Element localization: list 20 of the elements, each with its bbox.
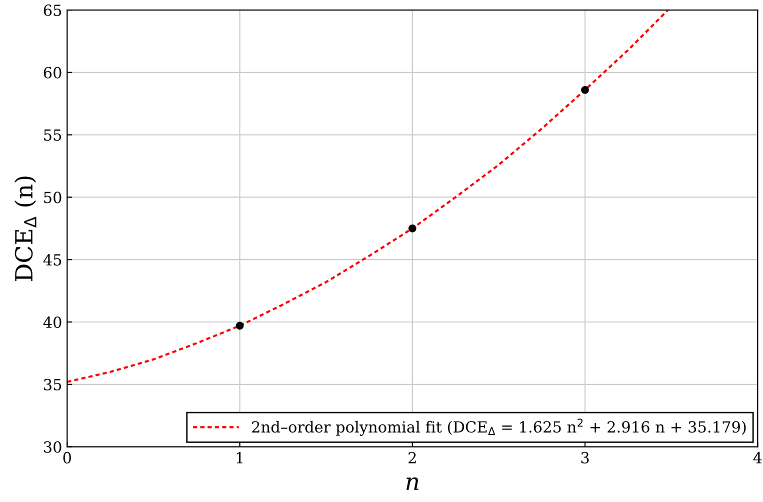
line-series (67, 10, 669, 383)
x-axis-title: n (406, 477, 418, 490)
point (236, 322, 244, 330)
y-tick-label: 55 (44, 129, 62, 141)
y-tick-label: 60 (44, 66, 62, 78)
point (408, 224, 416, 232)
x-tick-label: 2 (408, 452, 416, 464)
x-tick-label: 0 (63, 452, 71, 464)
y-tick-label: 40 (43, 316, 62, 328)
y-axis-title: DCE$_{Δ}$ (n) (14, 176, 36, 281)
point (581, 86, 589, 94)
x-tick-label: 4 (753, 452, 762, 464)
y-tick-label: 30 (44, 441, 62, 453)
y-tick-label: 65 (44, 4, 62, 16)
y-tick-label: 45 (43, 254, 62, 266)
y-tick-label: 35 (44, 378, 62, 390)
x-tick-label: 3 (581, 452, 589, 464)
y-tick-label: 50 (44, 192, 62, 204)
x-tick-label: 1 (236, 452, 242, 464)
legend-label: 2nd–order polynomial fit (DCE$_{Δ}$ = 1.625 n$^{2}$ + 2.916 n + 35.179) (252, 418, 746, 436)
